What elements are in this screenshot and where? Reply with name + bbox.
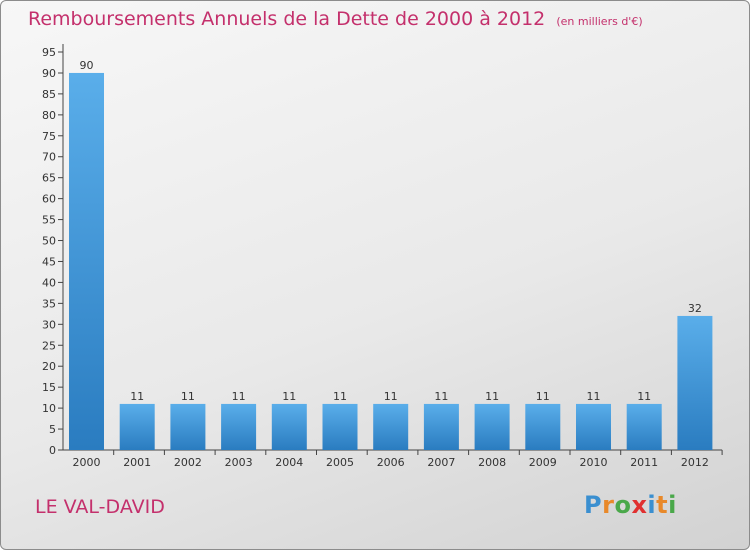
bar: [221, 403, 257, 450]
bar: [474, 403, 510, 450]
y-tick-label: 15: [42, 381, 56, 394]
bar: [119, 403, 155, 450]
data-label: 11: [587, 390, 601, 403]
bar: [626, 403, 662, 450]
data-label: 11: [384, 390, 398, 403]
data-labels: 90 11 11 11 11 11 11 11 11 11 11 11 32: [80, 59, 702, 403]
y-tick-label: 80: [42, 109, 56, 122]
y-tick-label: 20: [42, 360, 56, 373]
data-label: 11: [282, 390, 296, 403]
x-tick-label: 2001: [123, 456, 151, 469]
y-tick-label: 0: [49, 444, 56, 457]
bar: [322, 403, 358, 450]
y-tick-label: 65: [42, 172, 56, 185]
brand-letter: t: [656, 491, 669, 519]
commune-name: LE VAL-DAVID: [35, 496, 165, 518]
y-tick-label: 50: [42, 235, 56, 248]
y-tick-label: 25: [42, 339, 56, 352]
brand-letter: o: [614, 491, 632, 519]
brand-letter: x: [631, 491, 648, 519]
brand-letter: P: [584, 491, 603, 519]
x-tick-label: 2008: [478, 456, 506, 469]
bar: [271, 403, 307, 450]
data-label: 11: [232, 390, 246, 403]
bar: [69, 72, 104, 451]
data-label: 11: [536, 390, 550, 403]
bar: [373, 403, 409, 450]
bar: [525, 403, 561, 450]
data-label: 11: [637, 390, 651, 403]
x-tick-label: 2009: [529, 456, 557, 469]
y-tick-label: 5: [49, 423, 56, 436]
bar: [423, 403, 459, 450]
data-label: 90: [80, 59, 94, 72]
y-axis: 0 5 10 15 20 25 30 35 40 45 50 55 60 65 70 75 80 85 90 95: [42, 44, 64, 457]
data-label: 11: [333, 390, 347, 403]
y-tick-label: 85: [42, 88, 56, 101]
y-tick-label: 60: [42, 193, 56, 206]
y-tick-label: 45: [42, 255, 56, 268]
x-tick-label: 2010: [580, 456, 608, 469]
x-tick-label: 2011: [630, 456, 658, 469]
x-axis: 2000 2001 2002 2003 2004 2005 2006 2007 2008 2009…: [63, 449, 723, 469]
bar: [576, 403, 611, 450]
chart-title: Remboursements Annuels de la Dette de 20…: [28, 8, 643, 30]
data-label: 11: [130, 390, 144, 403]
x-tick-label: 2002: [174, 456, 202, 469]
brand-letter: i: [668, 491, 677, 519]
x-tick-label: 2004: [275, 456, 303, 469]
y-tick-label: 10: [42, 402, 56, 415]
data-label: 11: [434, 390, 448, 403]
x-tick-label: 2007: [427, 456, 455, 469]
y-tick-label: 90: [42, 67, 56, 80]
data-label: 32: [688, 302, 702, 315]
brand-letter: r: [602, 491, 615, 519]
x-tick-label: 2000: [73, 456, 101, 469]
proxiti-logo: Proxiti: [584, 491, 677, 519]
y-tick-label: 75: [42, 130, 56, 143]
title-unit: (en milliers d'€): [556, 15, 643, 28]
title-main: Remboursements Annuels de la Dette de 20…: [28, 8, 546, 30]
x-tick-label: 2003: [225, 456, 253, 469]
data-label: 11: [181, 390, 195, 403]
x-tick-label: 2012: [681, 456, 709, 469]
bar: [677, 315, 713, 450]
x-tick-label: 2006: [377, 456, 405, 469]
y-tick-label: 40: [42, 276, 56, 289]
y-tick-label: 35: [42, 297, 56, 310]
data-label: 11: [485, 390, 499, 403]
y-tick-label: 95: [42, 46, 56, 59]
brand-letter: i: [647, 491, 657, 519]
bar: [170, 403, 206, 450]
y-tick-label: 55: [42, 214, 56, 227]
bar-series: [69, 72, 713, 451]
x-tick-label: 2005: [326, 456, 354, 469]
y-tick-label: 70: [42, 151, 56, 164]
y-tick-label: 30: [42, 318, 56, 331]
